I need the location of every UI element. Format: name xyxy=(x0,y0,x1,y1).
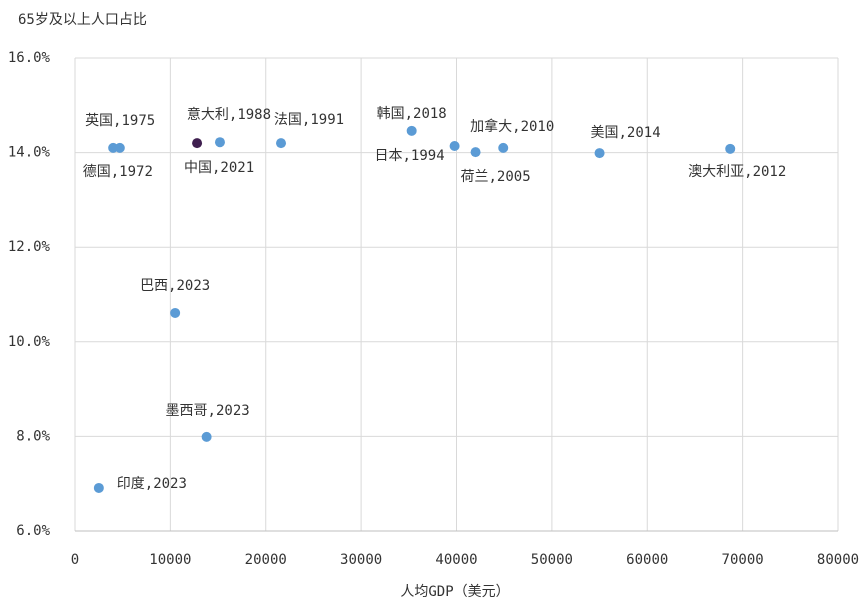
point-label: 澳大利亚,2012 xyxy=(688,164,786,180)
x-tick-label: 60000 xyxy=(626,552,668,568)
x-axis-title: 人均GDP（美元） xyxy=(400,584,509,600)
point xyxy=(93,482,104,493)
y-tick-label: 10.0% xyxy=(8,334,51,350)
chart-title: 65岁及以上人口占比 xyxy=(18,12,147,28)
point xyxy=(498,142,509,153)
point-label: 法国,1991 xyxy=(274,112,344,128)
point-label: 荷兰,2005 xyxy=(460,169,530,185)
point xyxy=(725,143,736,154)
point xyxy=(406,125,417,136)
point-label: 加拿大,2010 xyxy=(470,118,554,135)
point-label: 印度,2023 xyxy=(117,476,187,492)
y-tick-label: 14.0% xyxy=(8,145,51,161)
point-label: 德国,1972 xyxy=(83,164,153,180)
x-tick-label: 20000 xyxy=(245,552,287,568)
point xyxy=(170,307,181,318)
point xyxy=(114,142,125,153)
point xyxy=(449,140,460,151)
point xyxy=(276,138,287,149)
point-label: 中国,2021 xyxy=(184,160,254,176)
y-tick-label: 8.0% xyxy=(16,428,50,444)
point-label: 巴西,2023 xyxy=(140,278,210,294)
point xyxy=(192,138,203,149)
point xyxy=(201,431,212,442)
y-tick-label: 12.0% xyxy=(8,239,51,255)
y-tick-label: 16.0% xyxy=(8,50,51,66)
point xyxy=(470,147,481,158)
point xyxy=(594,148,605,159)
x-tick-label: 10000 xyxy=(149,552,191,568)
x-tick-label: 0 xyxy=(71,552,79,568)
x-tick-label: 30000 xyxy=(340,552,382,568)
point-label: 日本,1994 xyxy=(375,148,445,164)
y-tick-label: 6.0% xyxy=(16,523,50,539)
point-label: 韩国,2018 xyxy=(377,106,447,122)
point-label: 墨西哥,2023 xyxy=(166,403,250,419)
point-label: 意大利,1988 xyxy=(187,106,271,123)
x-tick-label: 50000 xyxy=(531,552,573,568)
x-tick-label: 70000 xyxy=(722,552,764,568)
x-tick-label: 40000 xyxy=(435,552,477,568)
point-label: 英国,1975 xyxy=(85,112,155,129)
x-tick-label: 80000 xyxy=(817,552,859,568)
point-label: 美国,2014 xyxy=(590,125,660,141)
point xyxy=(214,137,225,148)
